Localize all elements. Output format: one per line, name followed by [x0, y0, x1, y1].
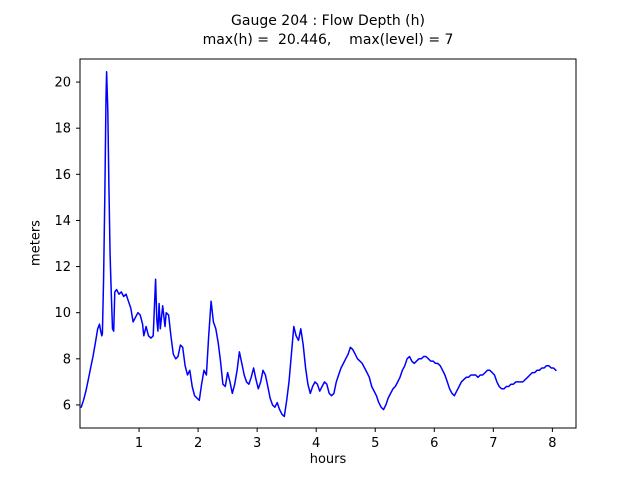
y-tick-label: 16: [54, 168, 71, 183]
x-tick-label: 6: [430, 436, 438, 451]
x-tick-label: 7: [489, 436, 497, 451]
chart-title: Gauge 204 : Flow Depth (h): [231, 13, 425, 29]
y-tick-label: 18: [54, 122, 71, 137]
x-axis-label: hours: [309, 452, 347, 467]
y-tick-label: 8: [63, 352, 71, 367]
y-axis-label: meters: [28, 220, 44, 266]
chart-subtitle: max(h) = 20.446, max(level) = 7: [202, 32, 454, 48]
x-tick-label: 4: [312, 436, 320, 451]
x-tick-label: 2: [194, 436, 202, 451]
axes-frame: [79, 58, 577, 429]
y-tick-label: 20: [54, 76, 71, 91]
x-tick-label: 1: [135, 436, 143, 451]
flow-depth-line: [80, 71, 557, 418]
y-tick-label: 12: [54, 260, 71, 275]
x-tick-label: 3: [253, 436, 261, 451]
x-tick-label: 5: [371, 436, 379, 451]
x-tick-label: 8: [548, 436, 556, 451]
y-tick-label: 6: [63, 398, 71, 413]
y-tick-label: 14: [54, 214, 71, 229]
y-tick-label: 10: [54, 306, 71, 321]
